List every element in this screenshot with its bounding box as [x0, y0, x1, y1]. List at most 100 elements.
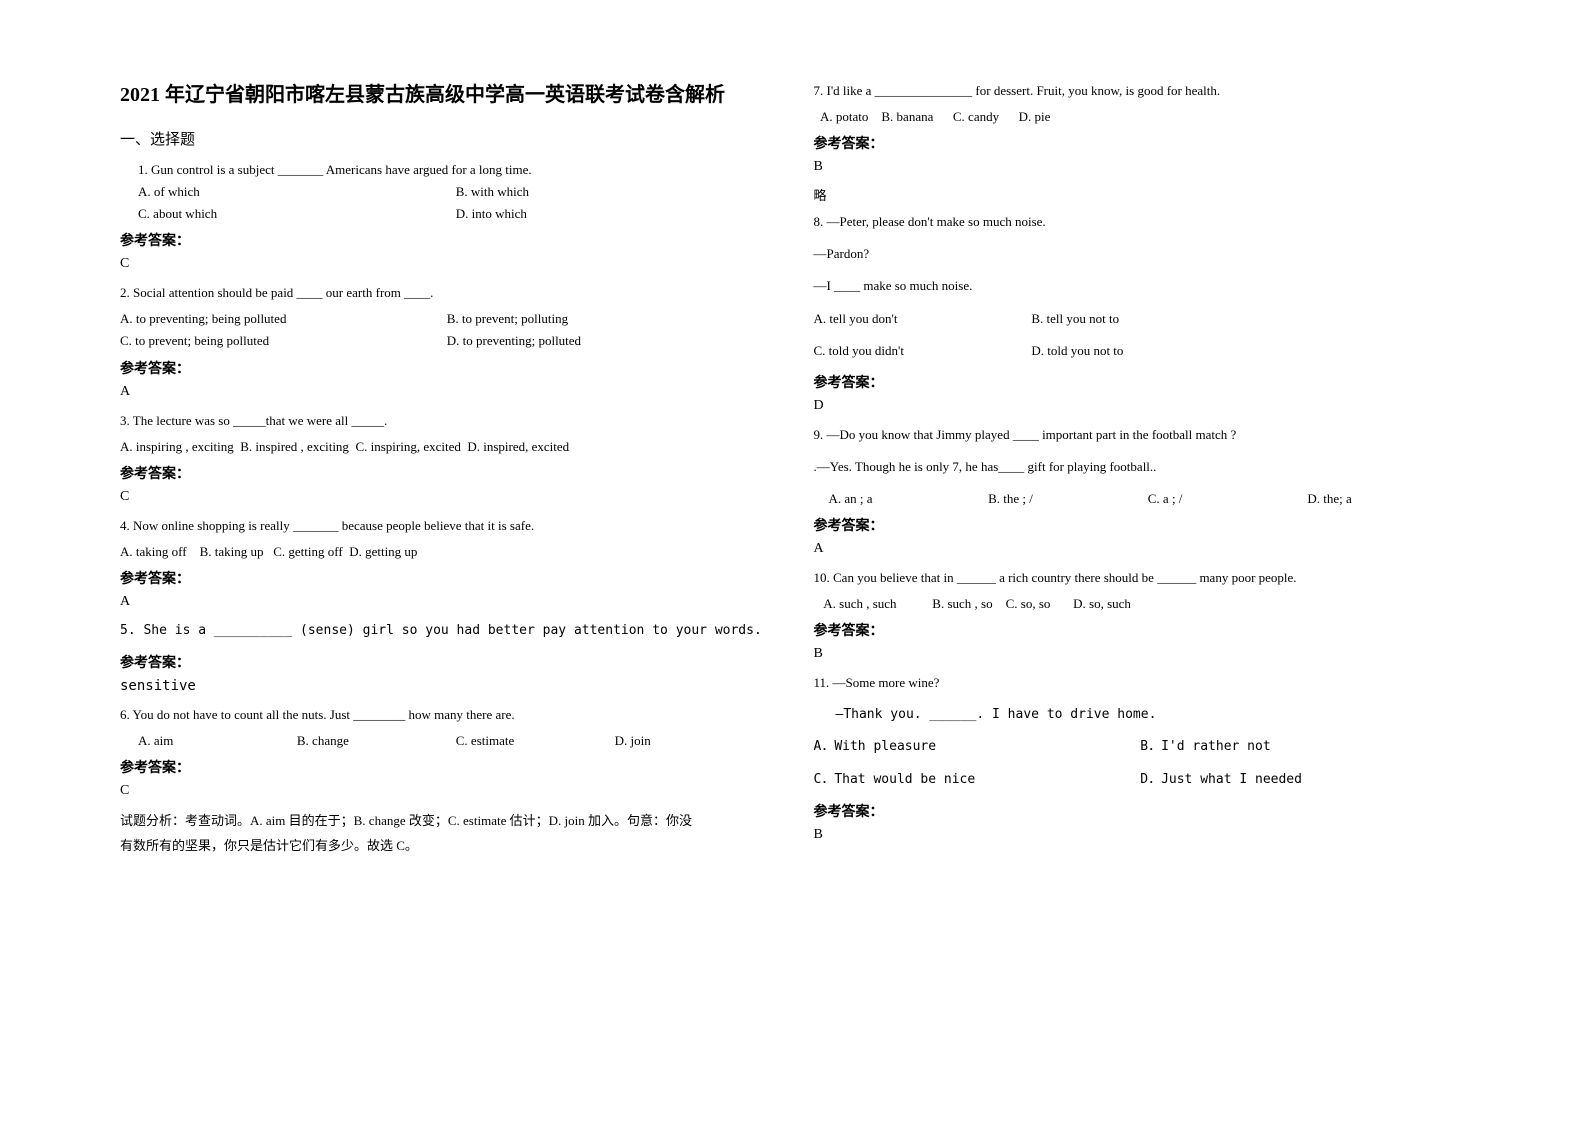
q8-answer: D	[814, 398, 1468, 414]
q8-options-row1: A. tell you don't B. tell you not to	[814, 308, 1468, 330]
q3-options: A. inspiring , exciting B. inspired , ex…	[120, 436, 774, 458]
q11-answer: B	[814, 827, 1468, 843]
q2-opt-c: C. to prevent; being polluted	[120, 330, 447, 352]
q8-line3: —I ____ make so much noise.	[814, 275, 1468, 297]
q9-answer-label: 参考答案：	[814, 515, 1468, 535]
q1-answer-label: 参考答案：	[120, 230, 774, 250]
q10-options: A. such , such B. such , so C. so, so D.…	[814, 593, 1468, 615]
q7-options: A. potato B. banana C. candy D. pie	[814, 106, 1468, 128]
section-heading: 一、选择题	[120, 128, 774, 149]
q3-answer-label: 参考答案：	[120, 463, 774, 483]
q8-opt-c: C. told you didn't	[814, 340, 1032, 362]
q4-opt-a: A. taking off	[120, 544, 187, 559]
q11-opt-b: B．I'd rather not	[1140, 736, 1467, 758]
q11-options-row1: A．With pleasure B．I'd rather not	[814, 736, 1468, 758]
q5-answer: sensitive	[120, 678, 774, 694]
q6-opt-a: A. aim	[138, 730, 297, 752]
q3-opt-c: C. inspiring, excited	[355, 439, 460, 454]
exam-title: 2021 年辽宁省朝阳市喀左县蒙古族高级中学高一英语联考试卷含解析	[120, 80, 774, 110]
q6-answer-label: 参考答案：	[120, 757, 774, 777]
q2-text: 2. Social attention should be paid ____ …	[120, 282, 774, 304]
q3-opt-d: D. inspired, excited	[467, 439, 569, 454]
q1-options-row2: C. about which D. into which	[138, 203, 774, 225]
q4-opt-d: D. getting up	[349, 544, 417, 559]
q7-opt-d: D. pie	[1019, 109, 1051, 124]
q10-answer: B	[814, 646, 1468, 662]
q6-opt-c: C. estimate	[456, 730, 615, 752]
q2-opt-b: B. to prevent; polluting	[447, 308, 774, 330]
q8-line1: 8. —Peter, please don't make so much noi…	[814, 211, 1468, 233]
q3-opt-b: B. inspired , exciting	[240, 439, 349, 454]
q11-line2: —Thank you. ______. I have to drive home…	[836, 704, 1468, 726]
q6-analysis-line1: 试题分析：考查动词。A. aim 目的在于；B. change 改变；C. es…	[120, 809, 774, 834]
q5-answer-label: 参考答案：	[120, 652, 774, 672]
q11-line1: 11. —Some more wine?	[814, 672, 1468, 694]
q10-opt-a: A. such , such	[823, 596, 896, 611]
q4-options: A. taking off B. taking up C. getting of…	[120, 541, 774, 563]
q8-opt-b: B. tell you not to	[1031, 308, 1249, 330]
q2-opt-a: A. to preventing; being polluted	[120, 308, 447, 330]
q4-opt-b: B. taking up	[200, 544, 264, 559]
q4-answer: A	[120, 594, 774, 610]
q6-opt-b: B. change	[297, 730, 456, 752]
q11-options-row2: C．That would be nice D．Just what I neede…	[814, 769, 1468, 791]
q1-text: 1. Gun control is a subject _______ Amer…	[138, 159, 774, 181]
q9-opt-d: D. the; a	[1307, 488, 1467, 510]
q6-options: A. aim B. change C. estimate D. join	[138, 730, 774, 752]
q9-line2: .—Yes. Though he is only 7, he has____ g…	[814, 456, 1468, 478]
q1-opt-c: C. about which	[138, 203, 456, 225]
q9-opt-b: B. the ; /	[988, 488, 1148, 510]
right-column: 7. I'd like a _______________ for desser…	[794, 80, 1488, 1082]
left-column: 2021 年辽宁省朝阳市喀左县蒙古族高级中学高一英语联考试卷含解析 一、选择题 …	[100, 80, 794, 1082]
q8-options-row2: C. told you didn't D. told you not to	[814, 340, 1468, 362]
q6-analysis-line2: 有数所有的坚果，你只是估计它们有多少。故选 C。	[120, 834, 774, 859]
q10-answer-label: 参考答案：	[814, 620, 1468, 640]
q8-answer-label: 参考答案：	[814, 372, 1468, 392]
q6-opt-d: D. join	[615, 730, 774, 752]
q2-answer: A	[120, 384, 774, 400]
q9-options: A. an ; a B. the ; / C. a ; / D. the; a	[814, 488, 1468, 510]
q4-opt-c: C. getting off	[273, 544, 342, 559]
q7-text: 7. I'd like a _______________ for desser…	[814, 80, 1468, 102]
q8-line2: —Pardon?	[814, 243, 1468, 265]
q9-opt-c: C. a ; /	[1148, 488, 1308, 510]
q2-options-row2: C. to prevent; being polluted D. to prev…	[120, 330, 774, 352]
q8-empty1	[1249, 308, 1467, 330]
q3-text: 3. The lecture was so _____that we were …	[120, 410, 774, 432]
q10-text: 10. Can you believe that in ______ a ric…	[814, 567, 1468, 589]
q1-answer: C	[120, 256, 774, 272]
q11-opt-a: A．With pleasure	[814, 736, 1141, 758]
q1-opt-b: B. with which	[456, 181, 774, 203]
q7-answer-label: 参考答案：	[814, 133, 1468, 153]
q1-opt-a: A. of which	[138, 181, 456, 203]
q9-line1: 9. —Do you know that Jimmy played ____ i…	[814, 424, 1468, 446]
q8-empty2	[1249, 340, 1467, 362]
q7-opt-c: C. candy	[953, 109, 999, 124]
q2-options-row1: A. to preventing; being polluted B. to p…	[120, 308, 774, 330]
q10-opt-d: D. so, such	[1073, 596, 1131, 611]
q10-opt-c: C. so, so	[1006, 596, 1051, 611]
q7-opt-a: A. potato	[820, 109, 868, 124]
q6-answer: C	[120, 783, 774, 799]
q11-answer-label: 参考答案：	[814, 801, 1468, 821]
q2-answer-label: 参考答案：	[120, 358, 774, 378]
q1-opt-d: D. into which	[456, 203, 774, 225]
q9-answer: A	[814, 541, 1468, 557]
q1-options-row1: A. of which B. with which	[138, 181, 774, 203]
q7-answer: B	[814, 159, 1468, 175]
q2-opt-d: D. to preventing; polluted	[447, 330, 774, 352]
q10-opt-b: B. such , so	[932, 596, 992, 611]
q6-text: 6. You do not have to count all the nuts…	[120, 704, 774, 726]
q3-opt-a: A. inspiring , exciting	[120, 439, 234, 454]
q7-opt-b: B. banana	[881, 109, 933, 124]
q8-opt-a: A. tell you don't	[814, 308, 1032, 330]
q11-opt-d: D．Just what I needed	[1140, 769, 1467, 791]
q5-text: 5. She is a __________ (sense) girl so y…	[120, 620, 774, 642]
q4-answer-label: 参考答案：	[120, 568, 774, 588]
q11-opt-c: C．That would be nice	[814, 769, 1141, 791]
q9-opt-a: A. an ; a	[814, 488, 989, 510]
q3-answer: C	[120, 489, 774, 505]
q4-text: 4. Now online shopping is really _______…	[120, 515, 774, 537]
q8-opt-d: D. told you not to	[1031, 340, 1249, 362]
q7-note: 略	[814, 185, 1468, 207]
